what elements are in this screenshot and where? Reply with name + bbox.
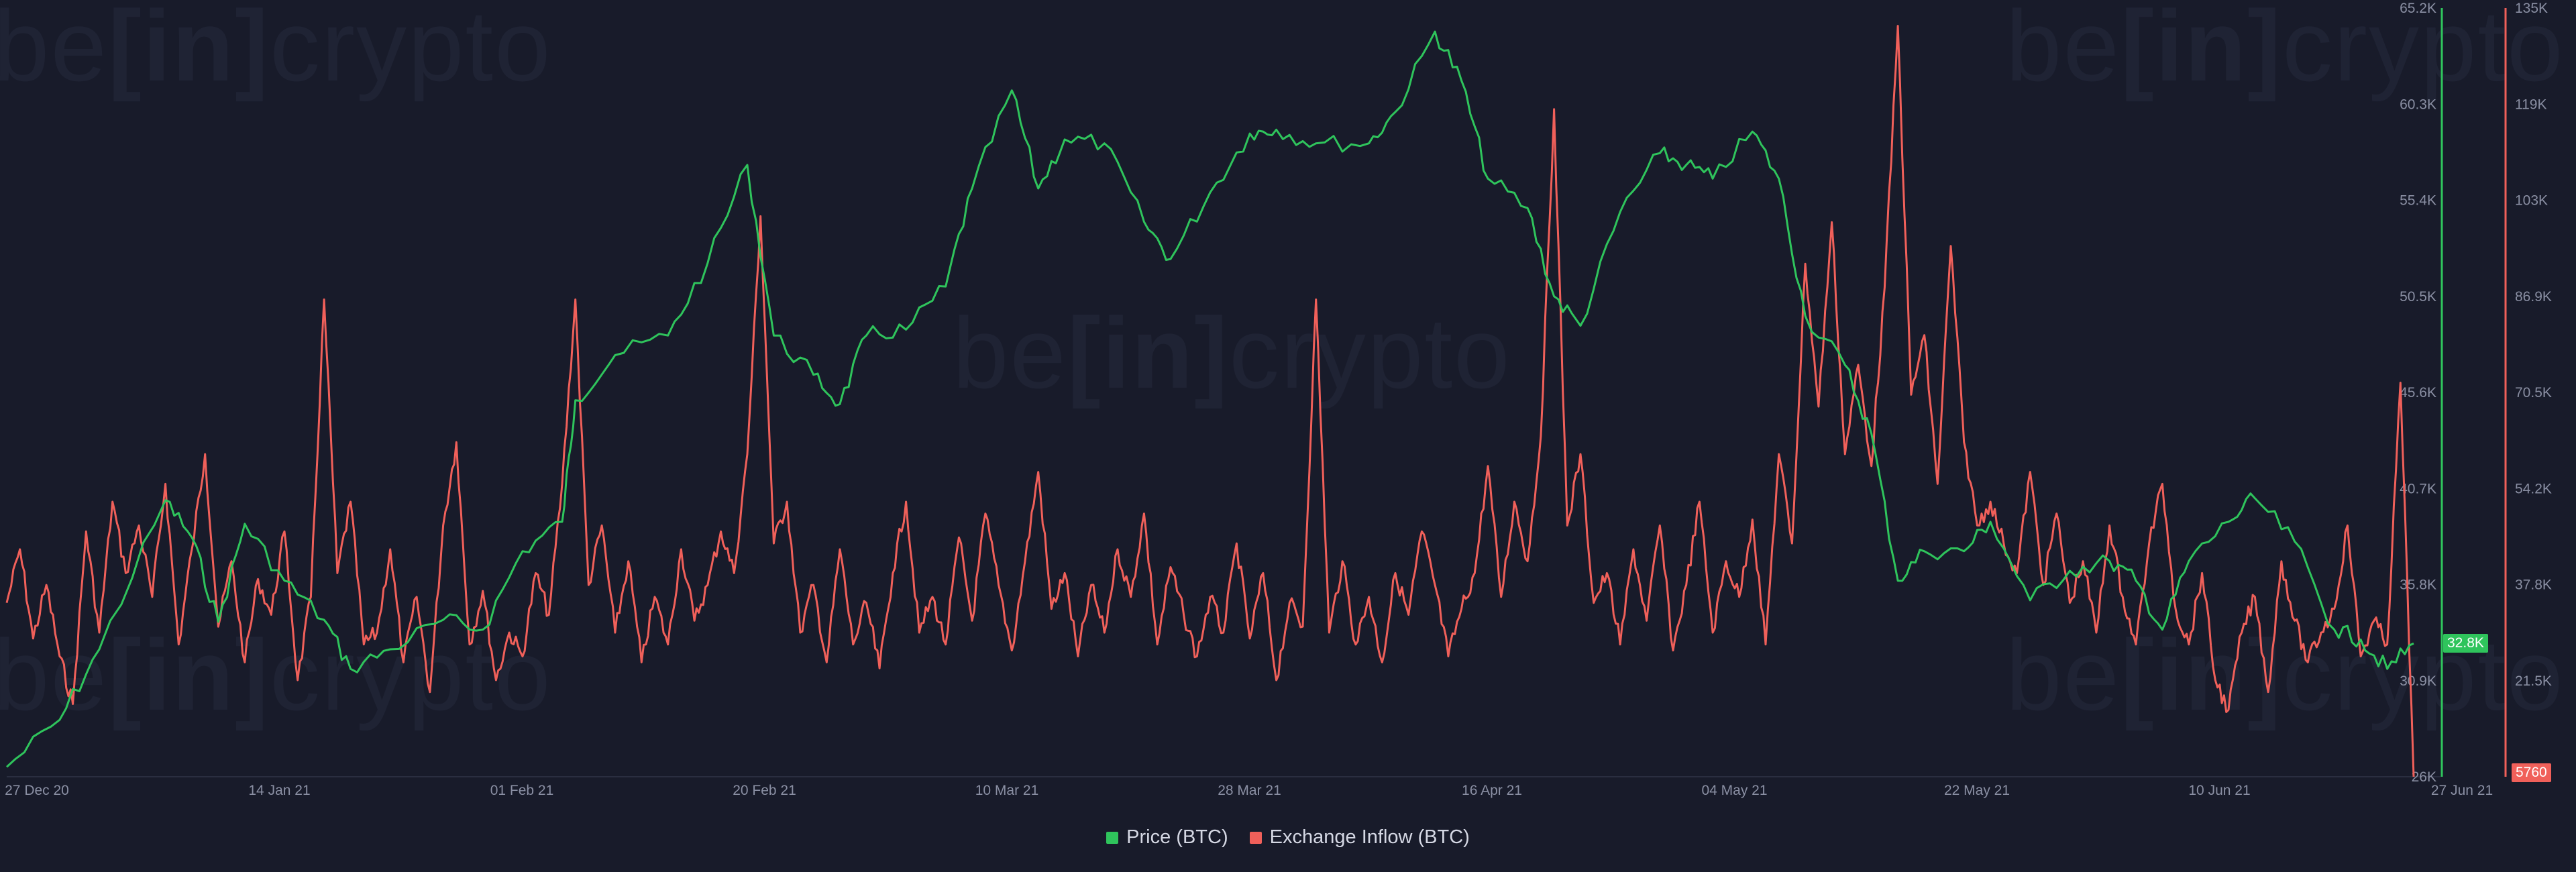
y-left-tick-label: 65.2K: [2400, 1, 2436, 16]
x-tick-label: 22 May 21: [1944, 783, 2010, 798]
y-left-tick-label: 60.3K: [2400, 97, 2436, 112]
y-left-tick-label: 55.4K: [2400, 193, 2436, 209]
x-tick-label: 01 Feb 21: [490, 783, 554, 798]
price-last-value-badge: 32.8K: [2443, 634, 2488, 653]
inflow-last-value-badge: 5760: [2512, 763, 2551, 782]
y-left-tick-label: 40.7K: [2400, 481, 2436, 496]
y-left-tick-label: 30.9K: [2400, 673, 2436, 689]
legend-swatch-price: [1106, 831, 1119, 844]
watermark-bottom-right: be[in]crypto: [2006, 618, 2565, 731]
legend-label-inflow: Exchange Inflow (BTC): [1269, 826, 1470, 848]
y-left-tick-label: 26K: [2412, 769, 2436, 785]
series-line-exchange-inflow: [5, 25, 2415, 777]
y-left-tick-label: 50.5K: [2400, 289, 2436, 305]
legend-swatch-inflow: [1249, 831, 1262, 844]
chart-legend: Price (BTC) Exchange Inflow (BTC): [0, 826, 2576, 849]
x-tick-label: 14 Jan 21: [248, 783, 310, 798]
y-left-tick-label: 45.6K: [2400, 385, 2436, 400]
y-right-tick-label: 119K: [2515, 97, 2547, 112]
y-right-tick-label: 103K: [2515, 193, 2548, 209]
x-tick-label: 16 Apr 21: [1462, 783, 1522, 798]
x-tick-label: 10 Jun 21: [2188, 783, 2250, 798]
watermark-top-left: be[in]crypto: [0, 0, 552, 102]
y-left-tick-label: 35.8K: [2400, 578, 2436, 593]
x-tick-label: 04 May 21: [1701, 783, 1767, 798]
y-right-tick-label: 86.9K: [2515, 289, 2552, 305]
y-right-tick-label: 70.5K: [2515, 385, 2552, 400]
series-line-price: [5, 30, 2414, 768]
watermark-center: be[in]crypto: [953, 296, 1511, 409]
y-right-tick-label: 135K: [2515, 1, 2548, 16]
x-tick-label: 20 Feb 21: [733, 783, 796, 798]
y-right-tick-label: 54.2K: [2515, 481, 2552, 496]
x-tick-label: 28 Mar 21: [1218, 783, 1281, 798]
x-tick-label: 27 Jun 21: [2431, 783, 2493, 798]
y-right-tick-label: 37.8K: [2515, 578, 2552, 593]
y-right-tick-label: 21.5K: [2515, 673, 2552, 689]
x-tick-label: 27 Dec 20: [5, 783, 69, 798]
watermark-top-right: be[in]crypto: [2006, 0, 2565, 102]
legend-item-inflow[interactable]: Exchange Inflow (BTC): [1249, 826, 1470, 849]
x-tick-label: 10 Mar 21: [975, 783, 1039, 798]
legend-label-price: Price (BTC): [1126, 826, 1228, 848]
legend-item-price[interactable]: Price (BTC): [1106, 826, 1228, 849]
